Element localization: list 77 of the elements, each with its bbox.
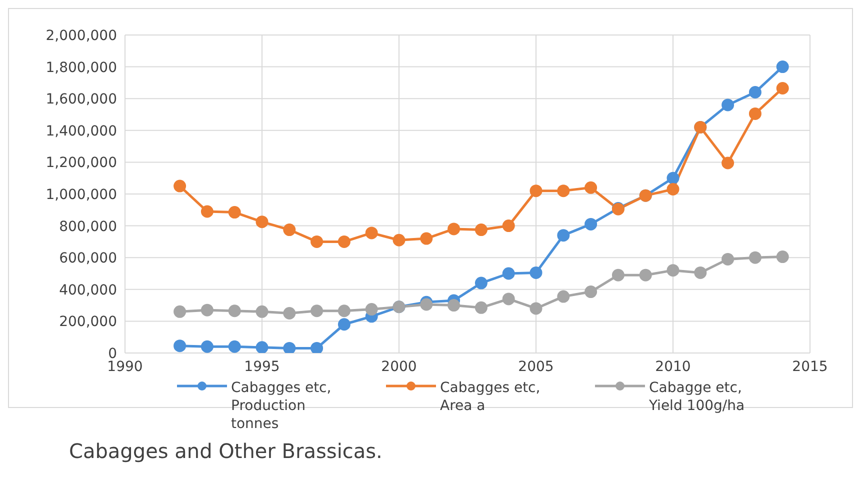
text: Cabagges and Other Brassicas. xyxy=(69,439,382,463)
y-tick-label: 1,000,000 xyxy=(46,186,117,203)
point xyxy=(584,286,598,298)
point xyxy=(228,304,241,318)
point xyxy=(612,268,624,282)
point xyxy=(666,182,680,196)
point xyxy=(722,98,734,112)
point xyxy=(256,216,268,228)
point xyxy=(200,205,214,218)
y-tick-label: 1,800,000 xyxy=(46,60,117,76)
x-tick-label: 2015 xyxy=(792,358,828,375)
point xyxy=(256,305,268,318)
point xyxy=(722,252,734,266)
point xyxy=(200,340,214,353)
point xyxy=(748,86,762,98)
point xyxy=(748,251,762,264)
point xyxy=(474,276,488,290)
point xyxy=(557,184,570,198)
y-tick-label: 1,600,000 xyxy=(46,92,117,108)
point xyxy=(228,206,241,219)
point xyxy=(365,303,378,316)
point xyxy=(448,222,460,236)
point xyxy=(338,235,350,248)
point xyxy=(722,156,734,170)
point xyxy=(174,180,186,192)
point xyxy=(174,305,186,318)
point xyxy=(365,226,378,240)
point xyxy=(557,229,570,242)
point xyxy=(530,184,542,198)
point xyxy=(776,82,789,95)
point xyxy=(174,340,186,352)
y-tick-label: 1,400,000 xyxy=(46,123,117,140)
x-tick-label: 2005 xyxy=(518,358,554,375)
point xyxy=(776,250,789,264)
point xyxy=(338,304,350,318)
point xyxy=(474,224,488,236)
point xyxy=(392,234,406,246)
x-tick-label: 2000 xyxy=(381,358,417,375)
point xyxy=(310,235,324,248)
y-tick-label: 200,000 xyxy=(59,314,117,330)
point xyxy=(338,318,350,331)
point xyxy=(420,232,433,245)
point xyxy=(228,340,241,353)
point xyxy=(448,299,460,312)
point xyxy=(584,218,598,230)
legend-label: Cabagge etc, Yield 100g/ha xyxy=(649,379,746,415)
point xyxy=(283,224,296,236)
y-tick-label: 400,000 xyxy=(59,282,117,298)
y-tick-label: 600,000 xyxy=(59,250,117,267)
point xyxy=(584,181,598,194)
point xyxy=(557,290,570,303)
point xyxy=(530,266,542,279)
x-tick-label: 2010 xyxy=(655,358,691,375)
point xyxy=(639,268,652,282)
point xyxy=(666,172,680,184)
point xyxy=(420,298,433,311)
point xyxy=(474,301,488,314)
point xyxy=(502,267,515,280)
point xyxy=(748,107,762,120)
y-tick-label: 2,000,000 xyxy=(46,28,117,44)
point xyxy=(310,342,324,353)
point xyxy=(310,304,324,318)
point xyxy=(200,304,214,316)
y-tick-label: 1,200,000 xyxy=(46,155,117,172)
point xyxy=(776,60,789,74)
y-tick-label: 800,000 xyxy=(59,218,117,235)
point xyxy=(694,266,707,279)
point xyxy=(283,342,296,353)
x-tick-label: 1995 xyxy=(244,358,280,375)
point xyxy=(530,302,542,315)
point xyxy=(666,264,680,277)
legend-label: Cabagges etc, Production tonnes xyxy=(231,379,332,433)
point xyxy=(502,220,515,232)
legend-label: Cabagges etc, Area a xyxy=(440,379,542,415)
point xyxy=(502,292,515,306)
point xyxy=(283,307,296,320)
point xyxy=(256,341,268,353)
